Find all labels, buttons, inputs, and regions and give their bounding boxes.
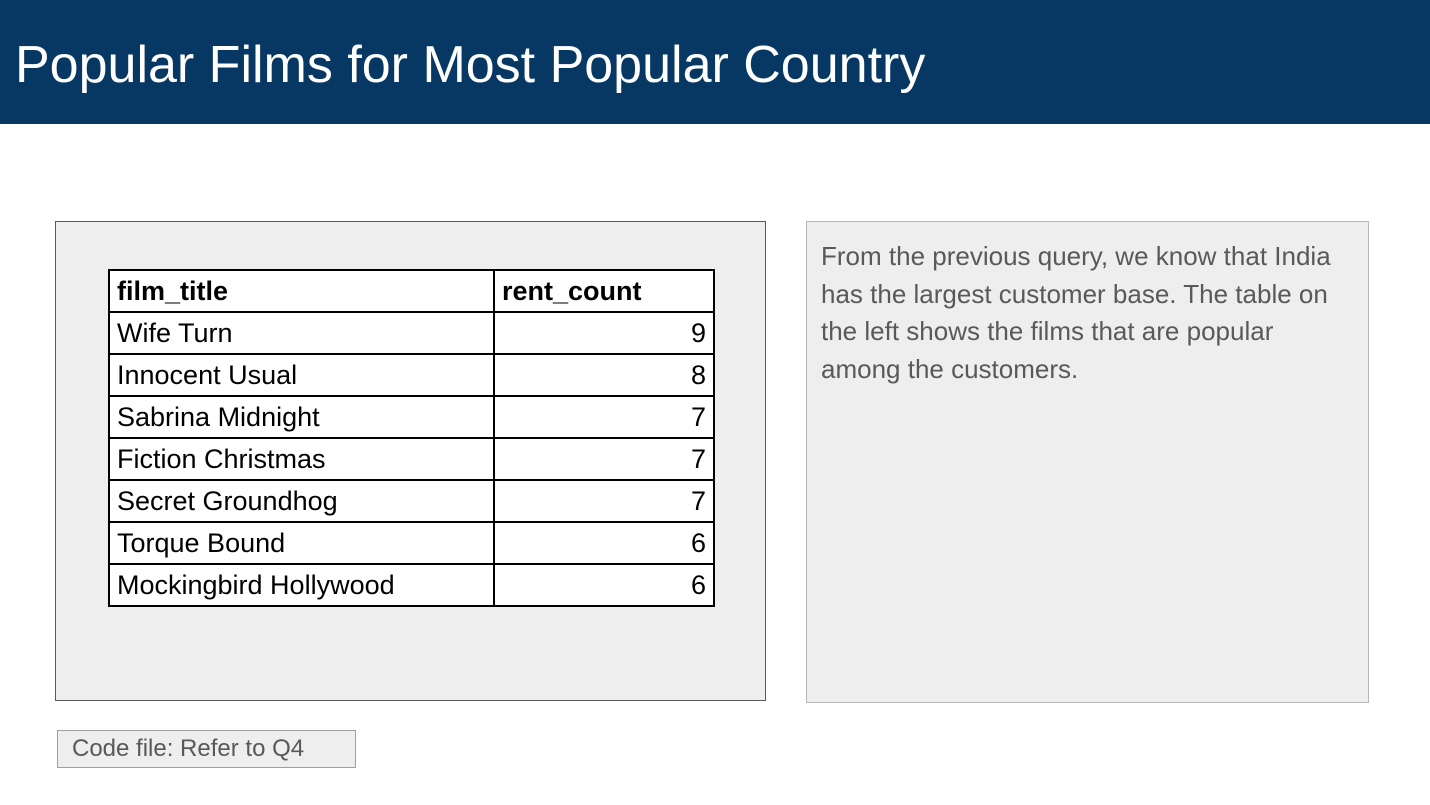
table-panel: film_title rent_count Wife Turn 9 Innoce…	[55, 221, 766, 701]
rent-count-cell: 7	[493, 395, 715, 439]
column-header-film-title: film_title	[108, 269, 495, 313]
column-header-rent-count: rent_count	[493, 269, 715, 313]
table-row: Sabrina Midnight 7	[108, 395, 715, 439]
rent-count-cell: 6	[493, 521, 715, 565]
film-title-cell: Innocent Usual	[108, 353, 495, 397]
table-row: Wife Turn 9	[108, 311, 715, 355]
rent-count-cell: 6	[493, 563, 715, 607]
description-panel: From the previous query, we know that In…	[806, 221, 1369, 703]
film-title-cell: Mockingbird Hollywood	[108, 563, 495, 607]
description-text: From the previous query, we know that In…	[821, 241, 1331, 384]
results-table: film_title rent_count Wife Turn 9 Innoce…	[108, 269, 715, 607]
film-title-cell: Torque Bound	[108, 521, 495, 565]
film-title-cell: Wife Turn	[108, 311, 495, 355]
film-title-cell: Fiction Christmas	[108, 437, 495, 481]
table-header-row: film_title rent_count	[108, 269, 715, 313]
table-row: Innocent Usual 8	[108, 353, 715, 397]
table-row: Secret Groundhog 7	[108, 479, 715, 523]
table-row: Mockingbird Hollywood 6	[108, 563, 715, 607]
rent-count-cell: 7	[493, 479, 715, 523]
code-file-note: Code file: Refer to Q4	[57, 730, 356, 768]
film-title-cell: Sabrina Midnight	[108, 395, 495, 439]
table-row: Torque Bound 6	[108, 521, 715, 565]
rent-count-cell: 9	[493, 311, 715, 355]
rent-count-cell: 7	[493, 437, 715, 481]
page-title: Popular Films for Most Popular Country	[15, 36, 926, 94]
rent-count-cell: 8	[493, 353, 715, 397]
table-row: Fiction Christmas 7	[108, 437, 715, 481]
title-bar: Popular Films for Most Popular Country	[0, 0, 1430, 124]
film-title-cell: Secret Groundhog	[108, 479, 495, 523]
